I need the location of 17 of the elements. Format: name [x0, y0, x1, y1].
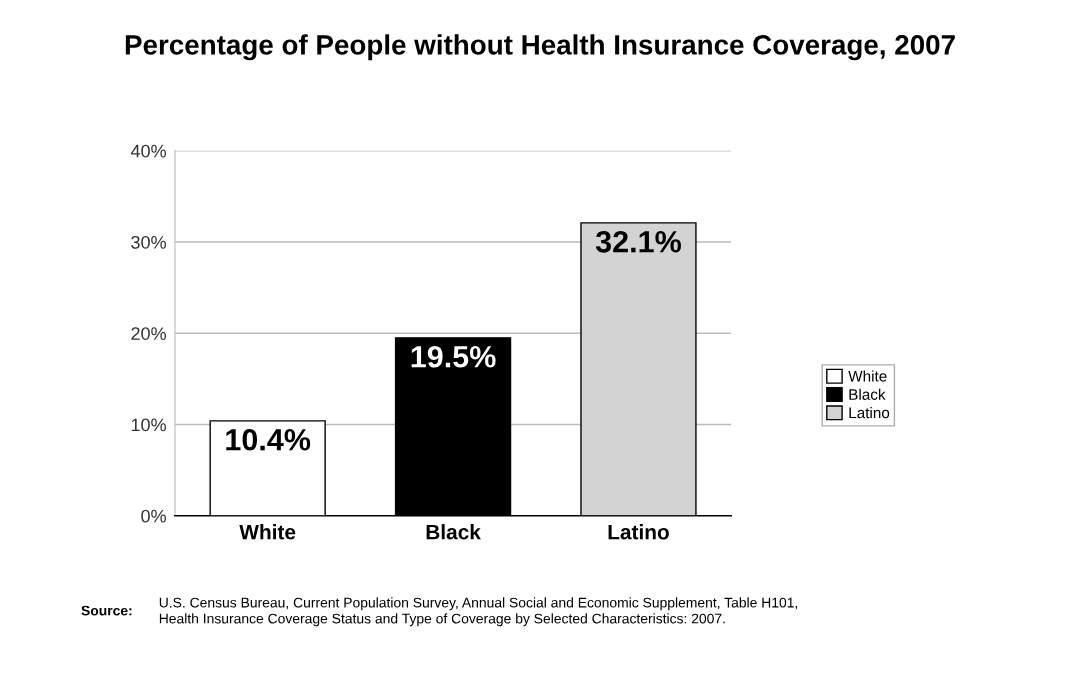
legend-label: Black: [849, 388, 886, 400]
y-tick-label: 40%: [130, 144, 166, 158]
chart-title: Percentage of People without Health Insurance Coverage, 2007: [125, 34, 955, 61]
y-tick-label: 10%: [131, 418, 166, 432]
y-tick-label: 20%: [131, 327, 166, 340]
y-tick-label: 30%: [131, 235, 166, 249]
data-label: 19.5%: [411, 345, 496, 368]
legend-label: White: [848, 370, 887, 382]
x-tick-label: White: [239, 524, 296, 540]
x-tick-label: Black: [426, 524, 481, 540]
source-note: Source:: [81, 605, 132, 616]
text: U.S. Census Bureau, Current Population Survey, Annual Social and Economic Supplement, Table H101, Health Insurance Coverage Status and Type of Coverage by Selected Characteristics: 2007.: [159, 597, 798, 627]
data-label: 32.1%: [595, 230, 681, 253]
legend-label: Latino: [849, 407, 890, 419]
x-tick-label: Latino: [608, 524, 669, 540]
data-label: 10.4%: [226, 428, 311, 451]
y-tick-label: 0%: [141, 509, 166, 523]
